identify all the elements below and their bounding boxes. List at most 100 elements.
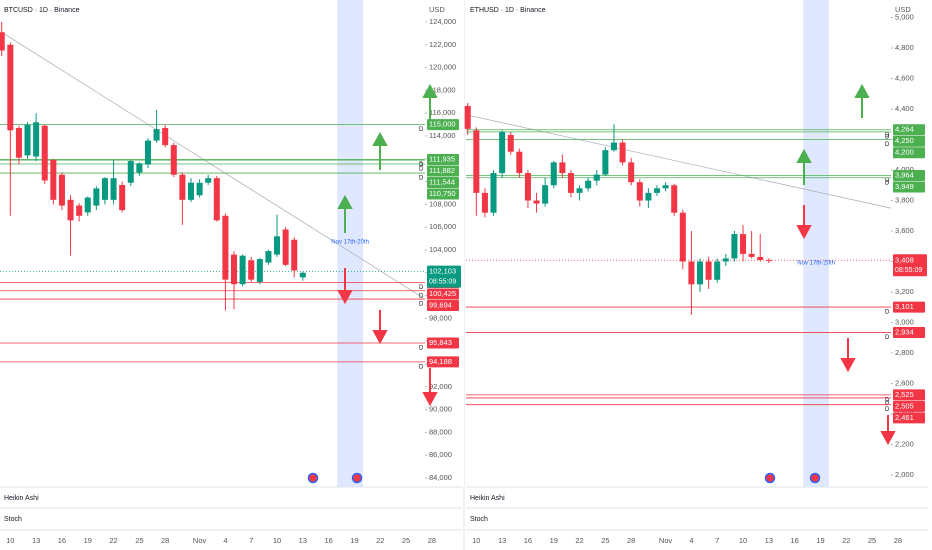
highlight-band [803,0,830,487]
y-tick-label: 2,800 [895,348,914,357]
candle-body [187,182,195,200]
last-price-box [893,254,927,277]
down-arrow [796,205,812,240]
y-tick-label: 2,200 [895,439,914,448]
candle-body [33,122,40,157]
up-arrow [796,148,812,185]
trendline [467,114,898,211]
x-tick-label: 10 [472,536,480,545]
candle-body [196,182,203,196]
candle-body [705,261,712,280]
candle-body [524,173,531,201]
pane-label: Heikin Ashi [4,495,39,502]
level-label: 2,505 [895,401,914,410]
x-tick-label: 19 [84,536,92,545]
candle-body [136,163,143,173]
down-arrow [372,310,388,345]
level-tag: D [885,178,890,184]
candle-body [127,161,134,183]
level-label-box [427,288,459,300]
x-tick-label: 7 [249,536,253,545]
candle-body [101,178,108,200]
level-tag: D [885,142,890,148]
level-label-box [893,412,925,424]
x-tick-label: 4 [223,536,227,545]
y-tick-label: 4,000 [895,165,914,174]
x-tick-label: 13 [498,536,506,545]
level-label-box [427,337,459,349]
last-price-box [427,265,461,288]
y-tick-label: 5,000 [895,13,914,22]
x-tick-label: 4 [689,536,693,545]
candle-body [542,185,549,204]
x-tick-label: 10 [6,536,14,545]
candle-body [76,205,83,216]
candle-body [765,259,772,261]
level-label-box [893,135,925,147]
level-label: 99,694 [429,300,452,309]
price-axis [425,0,464,487]
level-label-box [427,119,459,131]
y-tick-label: 2,600 [895,378,914,387]
x-tick-label: 25 [601,536,609,545]
up-arrow [422,83,438,120]
x-tick-label: 22 [575,536,583,545]
y-tick-label: 120,000 [429,63,456,72]
candle-body [239,255,246,285]
candle-body [679,212,686,262]
candle-body [688,261,695,285]
candle-body [559,162,566,174]
y-tick-label: 108,000 [429,199,456,208]
down-arrow [880,415,896,446]
y-tick-label: 88,000 [429,427,452,436]
candle-body [696,261,704,285]
candle-body [748,253,755,257]
y-tick-label: 4,400 [895,104,914,113]
down-arrow [337,268,353,305]
level-label: 4,200 [895,148,914,157]
x-tick-label: 28 [627,536,635,545]
pane-label: Heikin Ashi [470,495,505,502]
x-tick-label: 28 [428,536,436,545]
candle-body [15,128,22,158]
level-label-box [427,154,459,166]
x-tick-label: 13 [299,536,307,545]
annotation-arrows [337,83,896,446]
down-arrow [840,338,856,373]
y-tick-label: 114,000 [429,131,456,140]
level-label-box [427,356,459,368]
candle-body [119,185,126,211]
x-tick-label: 25 [402,536,410,545]
level-label: 4,264 [895,125,914,134]
candle-body [144,140,151,165]
x-tick-label: 16 [58,536,66,545]
x-tick-label: 13 [32,536,40,545]
candle-body [50,159,57,200]
level-tag: D [885,132,890,138]
event-icon [351,472,363,484]
candle-body [162,128,169,146]
x-tick-label: Nov [659,536,673,545]
candle-body [550,162,557,186]
x-tick-label: 25 [135,536,143,545]
candle-body [7,44,14,131]
level-label-box [893,400,925,412]
candle-body [274,236,281,255]
y-tick-label: 3,000 [895,317,914,326]
candle-body [628,162,635,183]
y-tick-label: 118,000 [429,85,456,94]
level-tag: D [885,407,890,413]
level-tag: D [419,346,424,352]
level-tag: D [885,335,890,341]
y-tick-label: 124,000 [429,17,456,26]
level-label-box [893,147,925,159]
candle-body [662,185,669,189]
x-tick-label: 16 [324,536,332,545]
x-tick-label: 25 [868,536,876,545]
up-arrow [854,83,870,118]
candle-body [722,258,729,262]
candle-body [153,129,160,141]
up-arrow [372,131,388,170]
last-price-label: 3,408 [895,255,914,264]
